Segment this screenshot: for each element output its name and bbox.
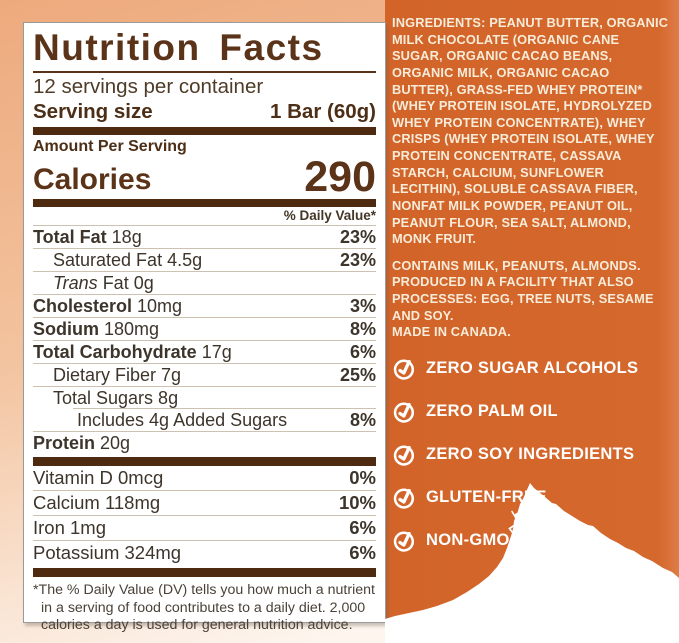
ingredients-panel: INGREDIENTS: PEANUT BUTTER, ORGANIC MILK… — [385, 0, 679, 643]
nutrition-facts-card: Nutrition Facts 12 servings per containe… — [23, 22, 386, 633]
claim-badge-label: NON-GMO — [426, 530, 510, 549]
nutrient-row: Trans Fat 0g — [33, 271, 376, 294]
claim-badge-label: ZERO SUGAR ALCOHOLS — [426, 358, 639, 377]
daily-value-header: % Daily Value* — [283, 208, 376, 223]
ingredients-text: INGREDIENTS: PEANUT BUTTER, ORGANIC MILK… — [392, 15, 669, 247]
nutrient-row: Total Fat 18g 23% — [33, 225, 376, 247]
nutrient-row: Potassium 324mg 6% — [33, 540, 376, 563]
serving-size-value: 1 Bar (60g) — [270, 100, 376, 123]
daily-value-percent: 8% — [349, 409, 376, 430]
nutrient-row: Dietary Fiber 7g 25% — [33, 363, 376, 386]
daily-value-percent: 6% — [349, 542, 376, 563]
claim-badge: ZERO SUGAR ALCOHOLS — [392, 356, 673, 381]
nutrient-row: Includes 4g Added Sugars 8% — [33, 408, 376, 431]
check-stamp-icon — [393, 445, 415, 466]
servings-per-container: 12 servings per container — [33, 75, 264, 98]
nutrient-row: Saturated Fat 4.5g 23% — [33, 248, 376, 271]
nutrient-row: Vitamin D 0mcg 0% — [33, 467, 376, 488]
check-stamp-icon — [393, 402, 415, 423]
section-bar — [33, 568, 376, 577]
claim-badge-label: GLUTEN-FREE — [426, 487, 547, 506]
title-divider — [33, 71, 376, 73]
daily-value-percent: 25% — [339, 364, 376, 385]
claim-badge: GLUTEN-FREE — [392, 485, 673, 510]
nutrient-row: Protein 20g — [33, 431, 376, 454]
serving-size-label: Serving size — [33, 100, 153, 123]
mountain-silhouette — [385, 483, 679, 643]
check-stamp-icon — [393, 488, 415, 509]
section-bar — [33, 127, 376, 135]
daily-value-percent: 0% — [349, 467, 376, 488]
section-bar — [33, 457, 376, 466]
calories-value: 290 — [304, 153, 376, 201]
daily-value-percent: 6% — [349, 341, 376, 362]
daily-value-percent: 10% — [338, 492, 376, 513]
daily-value-footnote: *The % Daily Value (DV) tells you how mu… — [33, 582, 375, 633]
daily-value-percent: 23% — [339, 249, 376, 270]
calories-label: Calories — [33, 163, 152, 196]
claim-badge: ZERO PALM OIL — [392, 399, 673, 424]
nutrition-facts-title: Nutrition Facts — [33, 27, 324, 68]
check-stamp-icon — [393, 531, 415, 552]
allergen-text: CONTAINS MILK, PEANUTS, ALMONDS. PRODUCE… — [392, 257, 654, 323]
claim-badge: ZERO SOY INGREDIENTS — [392, 442, 673, 467]
amount-per-serving-label: Amount Per Serving — [33, 138, 187, 155]
section-bar — [33, 199, 376, 207]
daily-value-percent: 3% — [349, 295, 376, 316]
made-in-text: MADE IN CANADA. — [392, 324, 511, 340]
nutrient-row: Cholesterol 10mg 3% — [33, 294, 376, 316]
climber-icon — [508, 510, 523, 560]
daily-value-percent: 8% — [349, 318, 376, 339]
claim-badge: NON-GMO — [392, 528, 673, 553]
nutrient-row: Sodium 180mg 8% — [33, 317, 376, 339]
nutrient-row: Total Carbohydrate 17g 6% — [33, 340, 376, 362]
micronutrient-rows: Vitamin D 0mcg 0% Calcium 118mg 10% Iron… — [33, 466, 376, 565]
claim-badge-label: ZERO PALM OIL — [426, 401, 558, 420]
nutrient-row: Total Sugars 8g — [33, 386, 376, 409]
daily-value-percent: 6% — [349, 517, 376, 538]
daily-value-percent: 23% — [339, 226, 376, 247]
nutrient-row: Iron 1mg 6% — [33, 515, 376, 538]
check-stamp-icon — [393, 359, 415, 380]
mountain-graphic — [385, 483, 679, 643]
badge-list: ZERO SUGAR ALCOHOLS ZERO PALM OIL ZERO S… — [392, 356, 673, 553]
claim-badge-label: ZERO SOY INGREDIENTS — [426, 444, 635, 463]
nutrient-row: Calcium 118mg 10% — [33, 490, 376, 513]
nutrient-rows: Total Fat 18g 23% Saturated Fat 4.5g 23%… — [33, 225, 376, 454]
